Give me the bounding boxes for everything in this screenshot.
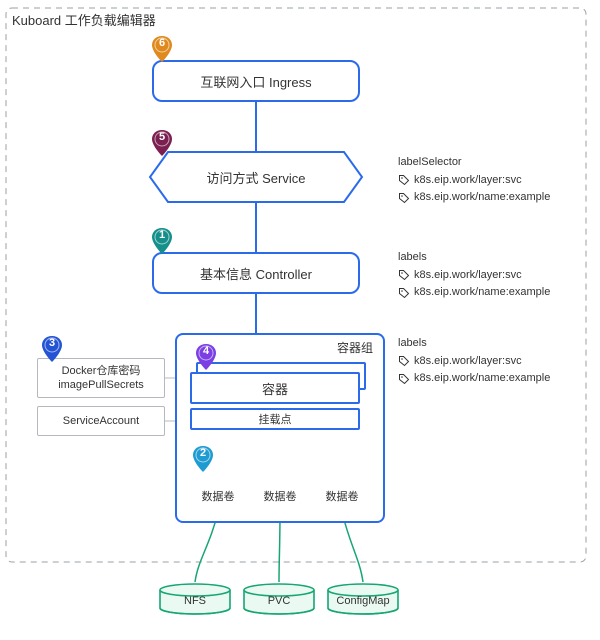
tag-icon <box>398 192 410 204</box>
node-container: 容器 <box>190 372 360 404</box>
node-controller-label: 基本信息 Controller <box>200 264 312 283</box>
podgroup-title: 容器组 <box>337 339 373 356</box>
node-mount: 挂载点 <box>190 408 360 430</box>
pin-marker: 1 <box>152 228 172 254</box>
secrets-line1: Docker仓库密码 <box>58 364 144 378</box>
pin-marker: 6 <box>152 36 172 62</box>
storage-label: PVC <box>244 595 314 607</box>
sa-label: ServiceAccount <box>63 415 139 427</box>
pin-marker: 4 <box>196 344 216 370</box>
side-label-row: k8s.eip.work/layer:svc <box>398 353 550 371</box>
volume-label: 数据卷 <box>192 488 244 504</box>
diagram-canvas: Kuboard 工作负载编辑器 互联网入口 Ingress 访问方式 Servi… <box>0 0 600 640</box>
side-label-group: labelsk8s.eip.work/layer:svck8s.eip.work… <box>398 335 550 388</box>
node-ingress: 互联网入口 Ingress <box>152 60 360 102</box>
side-label-row: k8s.eip.work/name:example <box>398 189 550 207</box>
side-label-row: k8s.eip.work/layer:svc <box>398 267 550 285</box>
side-label-group: labelSelectork8s.eip.work/layer:svck8s.e… <box>398 154 550 207</box>
node-ingress-label: 互联网入口 Ingress <box>200 72 311 91</box>
tag-icon <box>398 355 410 367</box>
storage-label: ConfigMap <box>328 595 398 607</box>
side-label-title: labels <box>398 335 550 353</box>
side-label-title: labelSelector <box>398 154 550 172</box>
node-secrets: Docker仓库密码 imagePullSecrets <box>37 358 165 398</box>
pin-marker: 3 <box>42 336 62 362</box>
side-label-title: labels <box>398 249 550 267</box>
side-label-row: k8s.eip.work/layer:svc <box>398 172 550 190</box>
volume-label: 数据卷 <box>316 488 368 504</box>
side-label-row: k8s.eip.work/name:example <box>398 284 550 302</box>
pin-marker: 2 <box>193 446 213 472</box>
tag-icon <box>398 287 410 299</box>
node-serviceaccount: ServiceAccount <box>37 406 165 436</box>
storage-label: NFS <box>160 595 230 607</box>
side-label-row: k8s.eip.work/name:example <box>398 370 550 388</box>
tag-icon <box>398 174 410 186</box>
volume-label: 数据卷 <box>254 488 306 504</box>
pin-marker: 5 <box>152 130 172 156</box>
tag-icon <box>398 373 410 385</box>
node-service-label: 访问方式 Service <box>150 168 362 187</box>
side-label-group: labelsk8s.eip.work/layer:svck8s.eip.work… <box>398 249 550 302</box>
node-container-label: 容器 <box>262 379 288 398</box>
node-mount-label: 挂载点 <box>259 411 292 427</box>
secrets-line2: imagePullSecrets <box>58 378 144 392</box>
editor-title: Kuboard 工作负载编辑器 <box>12 10 156 29</box>
tag-icon <box>398 269 410 281</box>
node-controller: 基本信息 Controller <box>152 252 360 294</box>
